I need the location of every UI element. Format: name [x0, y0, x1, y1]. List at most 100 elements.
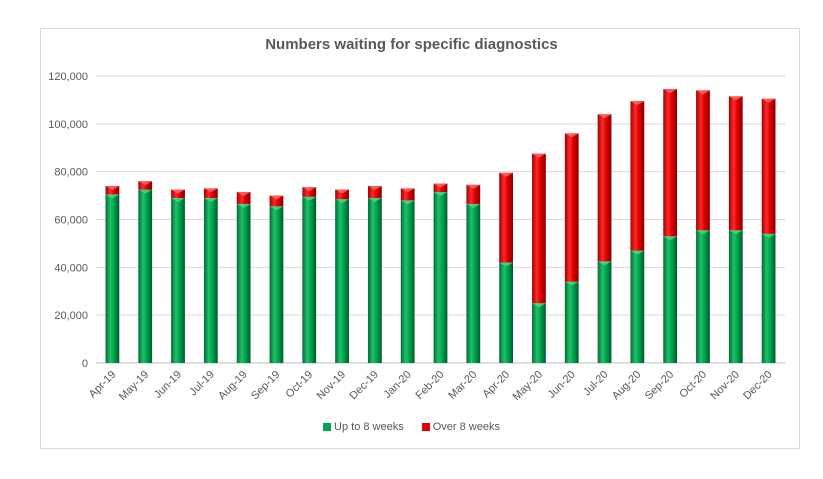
bar-cap: [761, 98, 776, 103]
bar-up-to-8-weeks: [400, 200, 415, 363]
x-tick-label: Jan-20: [382, 369, 414, 401]
bar-up-to-8-weeks: [532, 303, 546, 363]
bar-up-to-8-weeks: [236, 203, 251, 363]
x-tick-label: Nov-20: [708, 369, 742, 403]
bar-up-to-8-weeks: [302, 196, 317, 363]
bar-cap: [499, 172, 514, 177]
bar-up-to-8-weeks: [597, 261, 612, 363]
bar-over-8-weeks: [105, 186, 120, 195]
bar-cap: [236, 203, 251, 208]
bar-cap: [696, 90, 710, 95]
x-tick-label: May-20: [511, 369, 545, 403]
bar-cap: [302, 187, 317, 192]
bar-over-8-weeks: [335, 189, 349, 200]
bar-up-to-8-weeks: [466, 203, 481, 363]
x-tick-label: Jun-19: [152, 369, 184, 401]
chart-title: Numbers waiting for specific diagnostics: [265, 36, 558, 53]
bar-cap: [630, 101, 645, 106]
x-tick-label: Dec-19: [347, 369, 381, 403]
x-tick-label: Aug-19: [216, 369, 250, 403]
bar-cap: [532, 303, 546, 308]
bar-up-to-8-weeks: [203, 197, 218, 363]
bar-up-to-8-weeks: [105, 194, 120, 363]
bar-over-8-weeks: [597, 114, 612, 262]
bar-up-to-8-weeks: [269, 206, 284, 363]
bar-cap: [105, 186, 120, 191]
bar-cap: [367, 197, 382, 202]
bar-up-to-8-weeks: [499, 262, 514, 363]
bar-over-8-weeks: [564, 133, 579, 282]
y-tick-label: 0: [82, 358, 88, 370]
bar-cap: [335, 199, 349, 204]
bar-over-8-weeks: [171, 189, 185, 198]
legend-label-series-1: Over 8 weeks: [432, 421, 500, 433]
bar-up-to-8-weeks: [138, 189, 153, 363]
bar-cap: [466, 203, 481, 208]
y-tick-label: 40,000: [54, 262, 88, 274]
bar-over-8-weeks: [400, 188, 415, 201]
y-tick-label: 80,000: [54, 167, 88, 179]
bar-up-to-8-weeks: [171, 197, 185, 363]
bar-cap: [663, 236, 678, 241]
x-tick-label: Apr-19: [87, 369, 119, 401]
bar-cap: [564, 281, 579, 286]
bar-over-8-weeks: [203, 188, 218, 198]
x-tick-label: Jul-20: [581, 369, 611, 399]
x-tick-label: Nov-19: [315, 369, 349, 403]
bar-cap: [236, 191, 251, 196]
bar-cap: [269, 206, 284, 211]
bar-over-8-weeks: [532, 153, 546, 304]
bar-up-to-8-weeks: [630, 250, 645, 363]
x-tick-label: Mar-20: [446, 369, 479, 402]
bar-cap: [400, 188, 415, 193]
bar-cap: [138, 189, 153, 194]
bar-cap: [433, 191, 448, 196]
bar-up-to-8-weeks: [335, 199, 349, 363]
x-tick-label: Aug-20: [610, 369, 644, 403]
bar-cap: [203, 197, 218, 202]
x-tick-label: Sep-20: [643, 369, 677, 403]
bar-over-8-weeks: [630, 101, 645, 251]
legend-swatch-series-1: [421, 423, 430, 431]
bar-over-8-weeks: [696, 90, 710, 231]
bar-cap: [597, 261, 612, 266]
bar-up-to-8-weeks: [564, 281, 579, 363]
bar-cap: [761, 233, 776, 238]
chart-legend: Up to 8 weeks Over 8 weeks: [0, 421, 823, 433]
x-tick-label: Jul-19: [187, 369, 217, 399]
x-tick-label: Oct-20: [677, 369, 709, 401]
bar-up-to-8-weeks: [728, 230, 743, 363]
bar-cap: [696, 230, 710, 235]
bar-over-8-weeks: [138, 181, 153, 190]
bar-over-8-weeks: [302, 187, 317, 197]
y-tick-label: 120,000: [48, 71, 88, 83]
bar-cap: [532, 153, 546, 158]
bar-cap: [171, 189, 185, 194]
bar-cap: [597, 114, 612, 119]
bar-over-8-weeks: [433, 183, 448, 192]
x-tick-label: Dec-20: [741, 369, 775, 403]
bar-cap: [302, 196, 317, 201]
bar-over-8-weeks: [663, 89, 678, 237]
x-tick-label: Jun-20: [546, 369, 578, 401]
bar-up-to-8-weeks: [433, 191, 448, 363]
y-tick-label: 60,000: [54, 215, 88, 227]
bar-up-to-8-weeks: [761, 233, 776, 363]
x-tick-label: Feb-20: [413, 369, 446, 402]
bar-cap: [138, 181, 153, 186]
bar-cap: [433, 183, 448, 188]
bar-cap: [466, 184, 481, 189]
bar-cap: [105, 194, 120, 199]
x-tick-label: May-19: [117, 369, 151, 403]
x-tick-label: Sep-19: [249, 369, 283, 403]
x-tick-label: Oct-19: [284, 369, 316, 401]
legend-swatch-series-0: [323, 423, 332, 431]
bar-cap: [400, 200, 415, 205]
bar-cap: [203, 188, 218, 193]
bar-cap: [269, 195, 284, 200]
bar-cap: [367, 186, 382, 191]
bar-over-8-weeks: [367, 186, 382, 198]
bar-over-8-weeks: [466, 184, 481, 204]
bar-up-to-8-weeks: [367, 197, 382, 363]
